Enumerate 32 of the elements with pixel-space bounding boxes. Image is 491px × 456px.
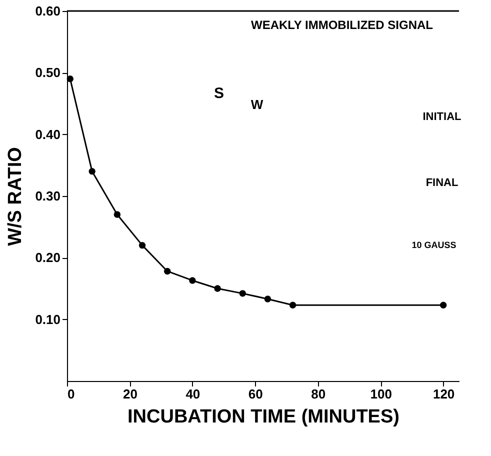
point bbox=[289, 302, 296, 308]
y-tick-label: 0.30 bbox=[35, 188, 60, 204]
x-tick-label: 20 bbox=[122, 386, 138, 402]
x-tick-label: 0 bbox=[68, 386, 75, 402]
y-tick-label: 0.60 bbox=[35, 4, 60, 18]
y-axis-title: W/S RATIO bbox=[5, 147, 26, 246]
point bbox=[189, 277, 196, 284]
x-axis-title: INCUBATION TIME (MINUTES) bbox=[128, 406, 400, 428]
x-tick-label: 40 bbox=[186, 386, 200, 402]
point bbox=[214, 285, 221, 292]
x-tick-label: 60 bbox=[248, 386, 263, 402]
point bbox=[88, 168, 96, 175]
annotation: 10 GAUSS bbox=[412, 240, 456, 250]
point bbox=[264, 296, 272, 302]
annotation: W bbox=[250, 97, 264, 112]
annotation: INITIAL bbox=[422, 111, 462, 123]
point bbox=[239, 290, 246, 297]
y-tick-label: 0.50 bbox=[35, 65, 60, 80]
point bbox=[66, 75, 74, 82]
x-tick-label: 120 bbox=[432, 386, 455, 402]
y-tick-label: 0.10 bbox=[35, 312, 60, 327]
y-tick-label: 0.20 bbox=[35, 250, 60, 266]
point bbox=[440, 302, 447, 308]
point bbox=[114, 211, 121, 218]
annotation: S bbox=[214, 85, 224, 102]
annotation: FINAL bbox=[426, 177, 458, 189]
x-tick-label: 100 bbox=[370, 386, 392, 402]
y-tick-label: 0.40 bbox=[35, 126, 60, 142]
annotation: WEAKLY IMMOBILIZED SIGNAL bbox=[250, 18, 434, 32]
x-tick-label: 80 bbox=[311, 386, 326, 402]
point bbox=[164, 268, 171, 275]
point bbox=[138, 242, 146, 249]
